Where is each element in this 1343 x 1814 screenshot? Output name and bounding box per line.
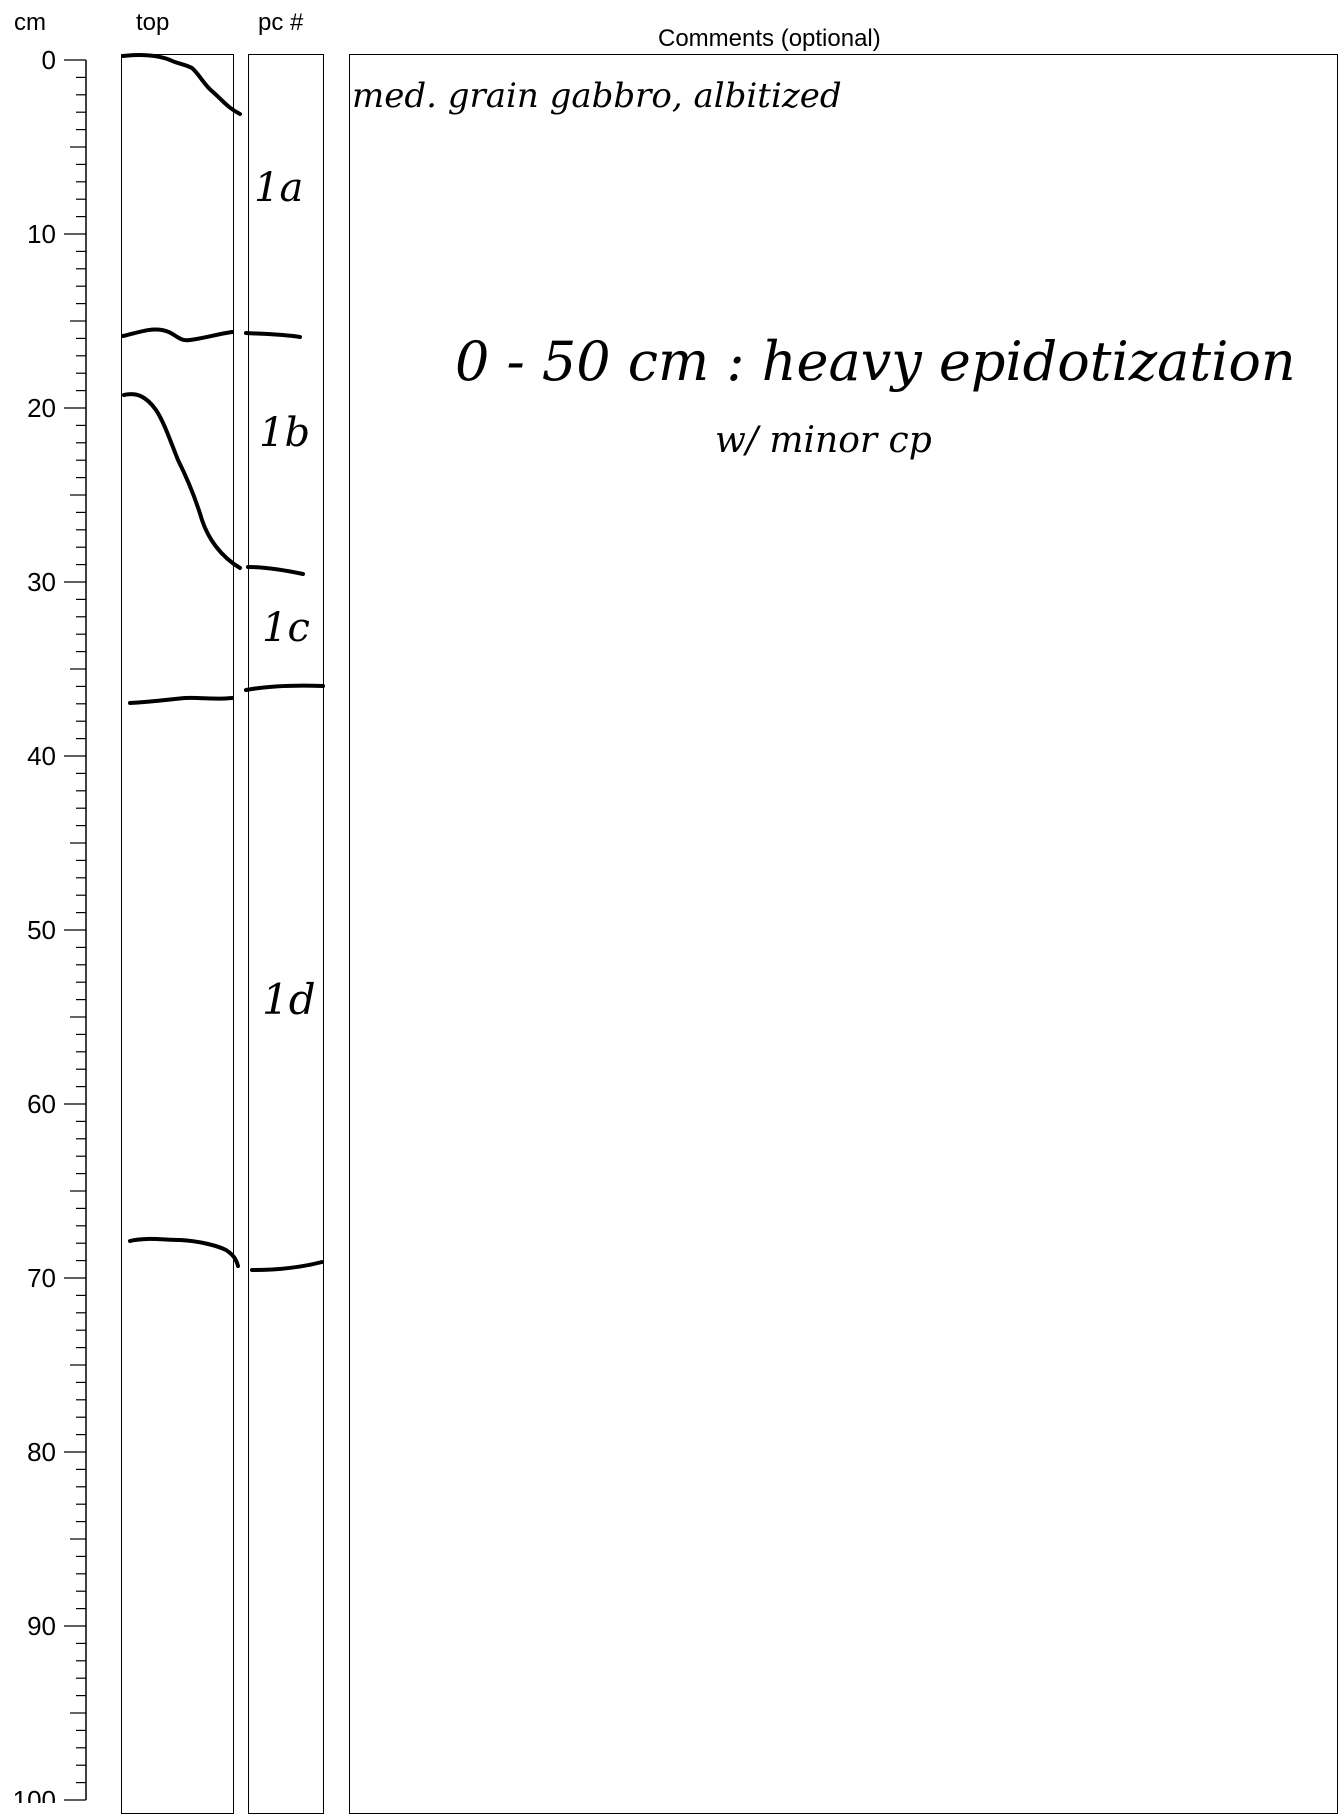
piece-number-column-header: pc # <box>258 9 304 36</box>
depth-tick-label: 40 <box>27 741 56 771</box>
comments-column-header: Comments (optional) <box>658 25 881 52</box>
comment-lithology: med. grain gabbro, albitized <box>352 76 842 116</box>
cm-column-header: cm <box>14 9 46 36</box>
depth-tick-label: 10 <box>27 219 56 249</box>
depth-tick-label: 20 <box>27 393 56 423</box>
depth-tick-label: 100 <box>13 1785 56 1803</box>
piece-label-1a: 1a <box>254 165 304 211</box>
depth-tick-label: 0 <box>42 45 56 75</box>
comment-minor-mineral: w/ minor cp <box>715 420 932 461</box>
piece-label-1c: 1c <box>262 605 310 651</box>
comments-area[interactable] <box>349 54 1338 1814</box>
piece-label-1d: 1d <box>262 975 316 1024</box>
piece-number-column[interactable] <box>248 54 324 1814</box>
depth-tick-label: 70 <box>27 1263 56 1293</box>
depth-tick-label: 90 <box>27 1611 56 1641</box>
depth-tick-label: 80 <box>27 1437 56 1467</box>
depth-tick-label: 50 <box>27 915 56 945</box>
comment-alteration: 0 - 50 cm : heavy epidotization <box>455 330 1296 393</box>
depth-tick-label: 60 <box>27 1089 56 1119</box>
top-column-header: top <box>136 9 170 36</box>
piece-label-1b: 1b <box>259 410 311 456</box>
depth-tick-label: 30 <box>27 567 56 597</box>
top-sketch-column[interactable] <box>121 54 234 1814</box>
